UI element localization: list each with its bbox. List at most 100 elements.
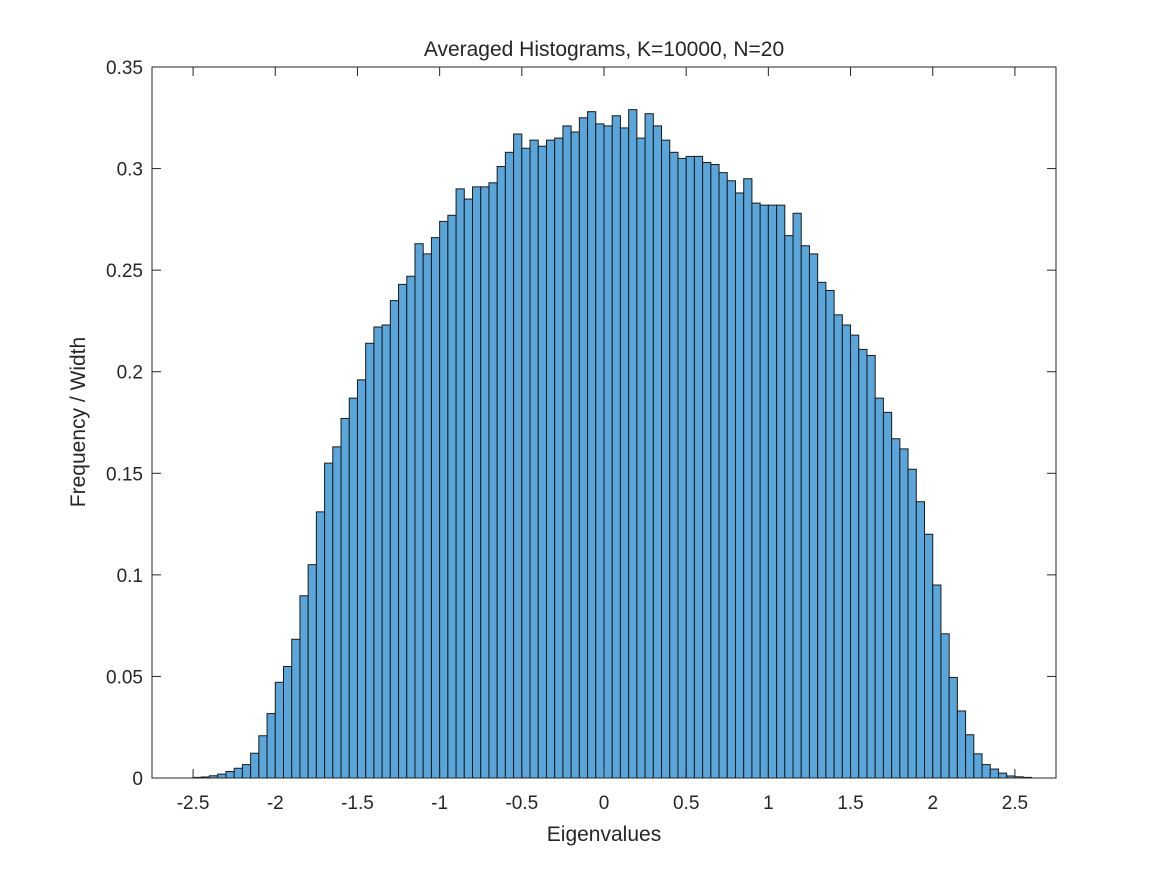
histogram-bar <box>463 198 474 779</box>
histogram-bar <box>693 155 704 779</box>
histogram-bar <box>241 764 252 779</box>
histogram-bar <box>866 354 876 779</box>
x-tick-label: -2.5 <box>177 793 210 814</box>
x-tick-label: 1.5 <box>837 793 863 814</box>
histogram-bar <box>743 178 753 779</box>
histogram-bar <box>644 113 654 779</box>
histogram-bar <box>858 348 868 779</box>
histogram-bar <box>398 283 408 779</box>
x-tick-label: -1.5 <box>341 793 374 814</box>
histogram-bar <box>578 117 589 779</box>
histogram-bar <box>480 186 490 779</box>
histogram-bar <box>702 161 712 779</box>
histogram-bar <box>940 633 950 779</box>
histogram-bar <box>619 127 630 779</box>
histogram-bar <box>997 772 1008 779</box>
histogram-bar <box>282 665 293 779</box>
histogram-bar <box>891 438 901 779</box>
histogram-bar <box>784 235 794 779</box>
histogram-bar <box>792 212 802 779</box>
x-tick-label: -1 <box>431 793 448 814</box>
y-tick-label: 0.1 <box>117 566 143 587</box>
histogram-bar <box>373 326 383 779</box>
histogram-bar <box>439 220 449 779</box>
histogram-bar <box>636 137 646 779</box>
histogram-bar <box>545 139 556 779</box>
histogram-bar <box>932 584 942 779</box>
histogram-bar <box>669 151 679 779</box>
histogram-bar <box>915 501 926 779</box>
x-tick-label: 0.5 <box>673 793 699 814</box>
histogram-bar <box>529 139 539 779</box>
histogram-bar <box>718 172 728 779</box>
chart-title: Averaged Histograms, K=10000, N=20 <box>424 38 784 61</box>
histogram-bar <box>956 710 967 779</box>
histogram-bar <box>513 133 523 779</box>
histogram-bar <box>973 753 983 779</box>
histogram-bar <box>356 379 367 779</box>
histogram-bar <box>315 511 326 779</box>
histogram-bar <box>833 314 843 779</box>
histogram-bar <box>521 147 531 779</box>
histogram-bar <box>365 342 375 779</box>
histogram-bar <box>348 397 358 779</box>
histogram-bar <box>299 595 309 779</box>
histogram-bar <box>948 676 958 779</box>
histogram-bar <box>324 462 334 779</box>
histogram-bar <box>989 768 999 779</box>
y-tick-label: 0.2 <box>117 363 143 384</box>
histogram-bar <box>225 771 235 779</box>
histogram-bar <box>710 164 720 779</box>
histogram-bar <box>661 139 671 779</box>
x-tick-label: 2.5 <box>1002 793 1028 814</box>
histogram-bar <box>685 155 695 779</box>
histogram-bar <box>381 324 391 779</box>
y-tick-label: 0 <box>132 769 143 790</box>
histogram-bar <box>825 289 835 779</box>
histogram-bar <box>924 533 934 779</box>
histogram-bar <box>726 180 736 779</box>
histogram-bar <box>981 764 991 779</box>
histogram-bar <box>907 468 917 779</box>
y-tick-label: 0.05 <box>106 667 143 688</box>
histogram-bar <box>455 188 465 779</box>
histogram-bar <box>587 111 597 779</box>
histogram-bar <box>233 767 243 779</box>
histogram-bar <box>817 281 827 779</box>
histogram-bars <box>192 109 1032 779</box>
histogram-bar <box>217 773 227 779</box>
y-tick-label: 0.25 <box>106 261 143 282</box>
histogram-bar <box>496 166 506 779</box>
x-tick-label: -2 <box>267 793 284 814</box>
y-tick-label: 0.15 <box>106 464 143 485</box>
histogram-bar <box>767 204 778 779</box>
histogram-bar <box>841 324 852 779</box>
histogram-bar <box>430 237 441 779</box>
histogram-bar <box>652 125 663 779</box>
histogram-bar <box>258 735 268 779</box>
x-tick-label: 2 <box>927 793 938 814</box>
x-tick-label: 1 <box>763 793 774 814</box>
histogram-bar <box>250 752 260 779</box>
histogram-bar <box>537 145 547 779</box>
histogram-bar <box>414 243 424 779</box>
histogram-bar <box>422 253 432 779</box>
histogram-bar <box>307 564 317 779</box>
histogram-bar <box>472 186 482 779</box>
histogram-bar <box>759 204 769 779</box>
y-axis-title: Frequency / Width <box>67 337 90 507</box>
histogram-bar <box>389 300 400 779</box>
x-axis-title: Eigenvalues <box>547 823 661 846</box>
x-tick-label: 0 <box>599 793 610 814</box>
histogram-bar <box>677 157 687 779</box>
axis-ticks: -2.5 -2 -1.5 -1 -0.5 0 0.5 1 1.5 2 2.5 0 0.05 0.1 0.15… <box>106 58 1056 814</box>
histogram-bar <box>751 202 761 779</box>
x-tick-label: -0.5 <box>505 793 538 814</box>
histogram-bar <box>504 151 515 779</box>
histogram-bar <box>874 397 884 779</box>
histogram-bar <box>595 123 605 779</box>
histogram-bar <box>850 334 860 779</box>
histogram-bar <box>562 125 572 779</box>
histogram-bar <box>291 638 301 779</box>
